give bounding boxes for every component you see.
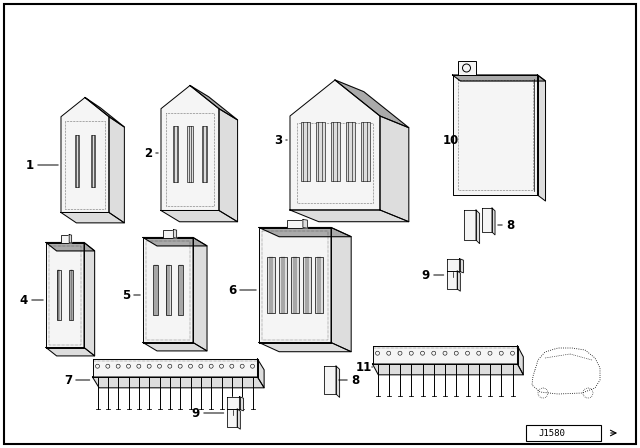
Text: 8: 8 [351, 374, 359, 387]
Bar [346, 122, 355, 181]
Polygon shape [303, 220, 307, 228]
Polygon shape [109, 116, 124, 223]
Polygon shape [93, 359, 257, 377]
Polygon shape [239, 396, 243, 411]
Text: 5: 5 [122, 289, 130, 302]
Polygon shape [447, 271, 457, 289]
Polygon shape [61, 98, 109, 212]
Polygon shape [457, 271, 460, 291]
Bar [291, 258, 299, 313]
Bar [301, 122, 310, 181]
Text: 6: 6 [228, 284, 236, 297]
Polygon shape [190, 86, 237, 120]
Polygon shape [290, 80, 380, 210]
Bar [280, 258, 287, 313]
Polygon shape [161, 86, 219, 211]
Polygon shape [257, 359, 264, 388]
Polygon shape [259, 228, 351, 237]
Bar [75, 135, 79, 187]
Polygon shape [336, 366, 340, 397]
Polygon shape [290, 210, 409, 222]
Text: 2: 2 [144, 146, 152, 159]
Polygon shape [324, 366, 336, 394]
Polygon shape [372, 346, 518, 364]
Polygon shape [227, 396, 239, 409]
Polygon shape [335, 80, 409, 128]
Text: 9: 9 [422, 268, 430, 281]
Text: 8: 8 [506, 219, 514, 232]
Bar [526, 425, 601, 441]
Polygon shape [452, 75, 538, 195]
Polygon shape [380, 116, 409, 222]
Polygon shape [492, 208, 495, 235]
Polygon shape [46, 242, 84, 348]
Polygon shape [237, 409, 241, 429]
Polygon shape [193, 237, 207, 351]
Polygon shape [85, 98, 124, 127]
Polygon shape [464, 210, 476, 240]
Polygon shape [46, 242, 95, 251]
Bar [178, 265, 183, 315]
Polygon shape [447, 258, 460, 271]
Polygon shape [143, 237, 193, 343]
Text: 7: 7 [64, 374, 72, 387]
Bar [330, 122, 339, 181]
Polygon shape [84, 242, 95, 356]
Text: 10: 10 [443, 134, 459, 146]
Polygon shape [69, 234, 72, 243]
Polygon shape [143, 343, 207, 351]
Polygon shape [61, 212, 124, 223]
Bar [316, 122, 324, 181]
Bar [187, 126, 193, 182]
Bar [360, 122, 369, 181]
Bar [153, 265, 158, 315]
Polygon shape [518, 346, 524, 375]
Polygon shape [482, 208, 492, 232]
Text: 1: 1 [26, 159, 34, 172]
Text: J1580: J1580 [538, 428, 565, 438]
Bar [166, 265, 170, 315]
Bar [173, 126, 179, 182]
Polygon shape [372, 364, 524, 375]
Bar [163, 229, 173, 237]
Bar [202, 126, 207, 182]
Polygon shape [538, 75, 545, 201]
Bar [61, 234, 69, 242]
Polygon shape [227, 409, 237, 427]
Bar [303, 258, 310, 313]
Polygon shape [331, 228, 351, 352]
Polygon shape [93, 377, 264, 388]
Polygon shape [460, 258, 463, 273]
Polygon shape [219, 109, 237, 222]
Bar [316, 258, 323, 313]
Polygon shape [46, 348, 95, 356]
Text: 4: 4 [20, 293, 28, 306]
Bar [458, 61, 476, 75]
Polygon shape [259, 228, 331, 343]
Polygon shape [161, 211, 237, 222]
Bar [69, 270, 73, 320]
Polygon shape [259, 343, 351, 352]
Text: 9: 9 [192, 406, 200, 419]
Polygon shape [452, 75, 545, 81]
Text: 3: 3 [274, 134, 282, 146]
Polygon shape [476, 210, 479, 244]
Bar [91, 135, 95, 187]
Text: 11: 11 [356, 361, 372, 374]
Bar [287, 220, 303, 228]
Polygon shape [143, 237, 207, 246]
Polygon shape [173, 229, 177, 238]
Bar [268, 258, 275, 313]
Bar [57, 270, 61, 320]
